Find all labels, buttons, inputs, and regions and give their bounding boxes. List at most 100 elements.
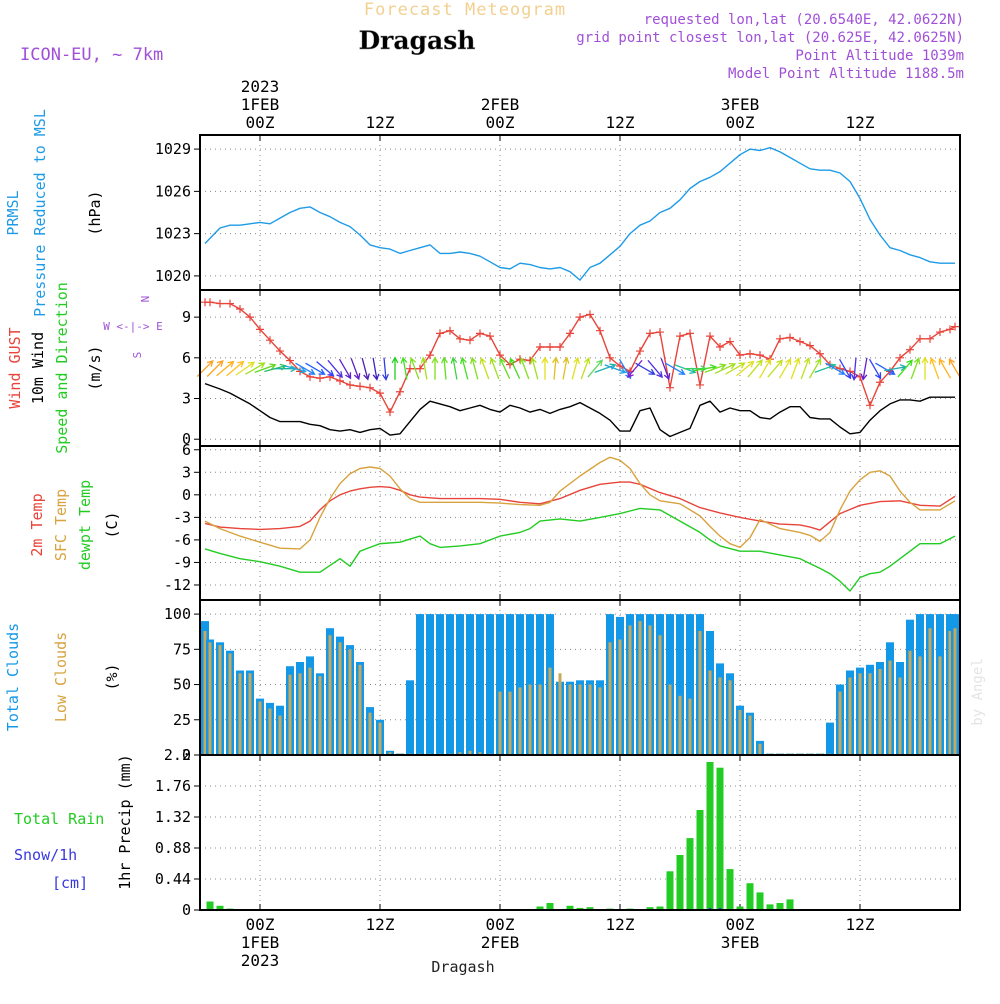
total-cloud-bar xyxy=(686,614,694,755)
wind-direction-arrow xyxy=(216,360,235,377)
wind-gust-point xyxy=(926,334,934,343)
wind-gust-point xyxy=(696,380,704,389)
bottom-axis-time: 00Z xyxy=(246,915,275,934)
low-cloud-bar xyxy=(348,649,352,755)
wind-gust-point xyxy=(246,313,254,322)
low-cloud-bar xyxy=(388,752,392,755)
wind-gust-point xyxy=(656,328,664,337)
low-cloud-bar xyxy=(908,650,912,755)
wind-gust-point xyxy=(786,333,794,342)
wind-direction-arrow xyxy=(431,356,439,380)
wind-gust-point xyxy=(936,328,944,337)
panel-border xyxy=(199,134,961,291)
total-cloud-bar xyxy=(486,614,494,755)
wind-direction-arrow xyxy=(519,357,530,380)
y-tick-label: 0.44 xyxy=(155,870,191,888)
low-cloud-bar xyxy=(718,677,722,755)
wind-direction-arrow xyxy=(206,359,224,377)
wind-direction-arrow xyxy=(825,362,846,375)
low-cloud-bar xyxy=(308,667,312,755)
compass-south: S xyxy=(131,352,144,359)
low-cloud-bar xyxy=(688,698,692,755)
wind-gust-point xyxy=(376,389,384,398)
low-cloud-bar xyxy=(678,695,682,755)
top-axis-time: 00Z xyxy=(486,113,515,132)
rain-bar xyxy=(726,869,734,910)
wind-direction-arrow xyxy=(479,357,490,380)
footer-station: Dragash xyxy=(431,958,494,976)
rain-bar xyxy=(716,767,724,910)
wind-direction-arrow xyxy=(851,357,858,381)
total-cloud-bar xyxy=(506,614,514,755)
low-cloud-bar xyxy=(558,673,562,755)
wind-gust-point xyxy=(606,353,614,362)
low-cloud-bar xyxy=(758,743,762,755)
wind-gust-point xyxy=(296,367,304,376)
wind-gust-point xyxy=(476,329,484,338)
low-cloud-bar xyxy=(728,680,732,755)
wind-gust-point xyxy=(736,351,744,360)
wind-gust-point xyxy=(536,342,544,351)
model-altitude: Model Point Altitude 1188.5m xyxy=(728,66,964,82)
wind-gust-point xyxy=(356,382,364,391)
pressure-panel: 1020 1023 1026 1029 PRMSL Pressure Reduced to… xyxy=(4,109,961,317)
low-cloud-bar xyxy=(578,684,582,755)
wind-gust-point xyxy=(226,299,234,308)
wind-direction-arrow xyxy=(838,358,852,380)
wind-direction-arrow xyxy=(235,361,256,376)
wind-direction-arrow xyxy=(747,359,763,378)
wind-direction-arrow xyxy=(305,362,326,375)
total-cloud-bar xyxy=(496,614,504,755)
low-cloud-bar xyxy=(708,670,712,755)
y-tick-label: -6 xyxy=(173,531,191,549)
low-cloud-bar xyxy=(608,642,612,755)
y-tick-label: 6 xyxy=(182,349,191,367)
wind-gust-point xyxy=(566,329,574,338)
wind-direction-arrow xyxy=(704,363,727,374)
rain-bar xyxy=(656,906,664,910)
wind-direction-arrow xyxy=(327,359,343,379)
rain-bar xyxy=(536,906,544,910)
wind-gust-point xyxy=(446,326,454,335)
y-label-low-clouds: Low Clouds xyxy=(52,632,70,722)
wind-direction-arrow xyxy=(382,357,389,381)
y-label-pressure: Pressure Reduced to MSL xyxy=(31,109,49,317)
y-label-total-clouds: Total Clouds xyxy=(4,623,22,731)
wind-gust-point xyxy=(466,336,474,345)
low-cloud-bar xyxy=(658,635,662,755)
low-cloud-bar xyxy=(928,628,932,755)
rain-bar xyxy=(676,855,684,910)
y-tick-label: 3 xyxy=(182,390,191,408)
low-cloud-bar xyxy=(328,635,332,755)
wind-gust-point xyxy=(726,337,734,346)
wind-direction-arrow xyxy=(226,360,245,377)
wind-direction-arrow xyxy=(470,356,479,380)
bottom-axis-time: 00Z xyxy=(486,915,515,934)
y-label-wind: 10m Wind xyxy=(29,332,47,404)
station-title: Dragash xyxy=(359,26,476,55)
rain-bar xyxy=(786,899,794,910)
wind-gust-point xyxy=(746,349,754,358)
wind-direction-arrow xyxy=(580,357,591,380)
wind-direction-arrow xyxy=(489,357,500,380)
rain-bar xyxy=(586,907,594,910)
y-tick-label: 1.76 xyxy=(155,777,191,795)
low-cloud-bar xyxy=(218,645,222,755)
low-cloud-bar xyxy=(298,673,302,755)
wind-direction-arrow xyxy=(921,356,929,380)
wind-direction-arrow xyxy=(758,358,772,379)
panel-border xyxy=(199,445,961,601)
low-cloud-bar xyxy=(238,673,242,755)
low-cloud-bar xyxy=(848,677,852,755)
compass-north: N xyxy=(138,296,151,303)
rain-bar xyxy=(696,810,704,910)
rain-bar xyxy=(646,907,654,910)
low-cloud-bar xyxy=(378,722,382,755)
wind-gust-point xyxy=(426,351,434,360)
compass-icon: N W <-|-> E S xyxy=(103,296,163,359)
low-cloud-bar xyxy=(868,673,872,755)
y-tick-label: 0 xyxy=(182,430,191,448)
rain-bar xyxy=(206,901,214,910)
y-tick-label: 25 xyxy=(173,711,191,729)
total-cloud-bar xyxy=(516,614,524,755)
